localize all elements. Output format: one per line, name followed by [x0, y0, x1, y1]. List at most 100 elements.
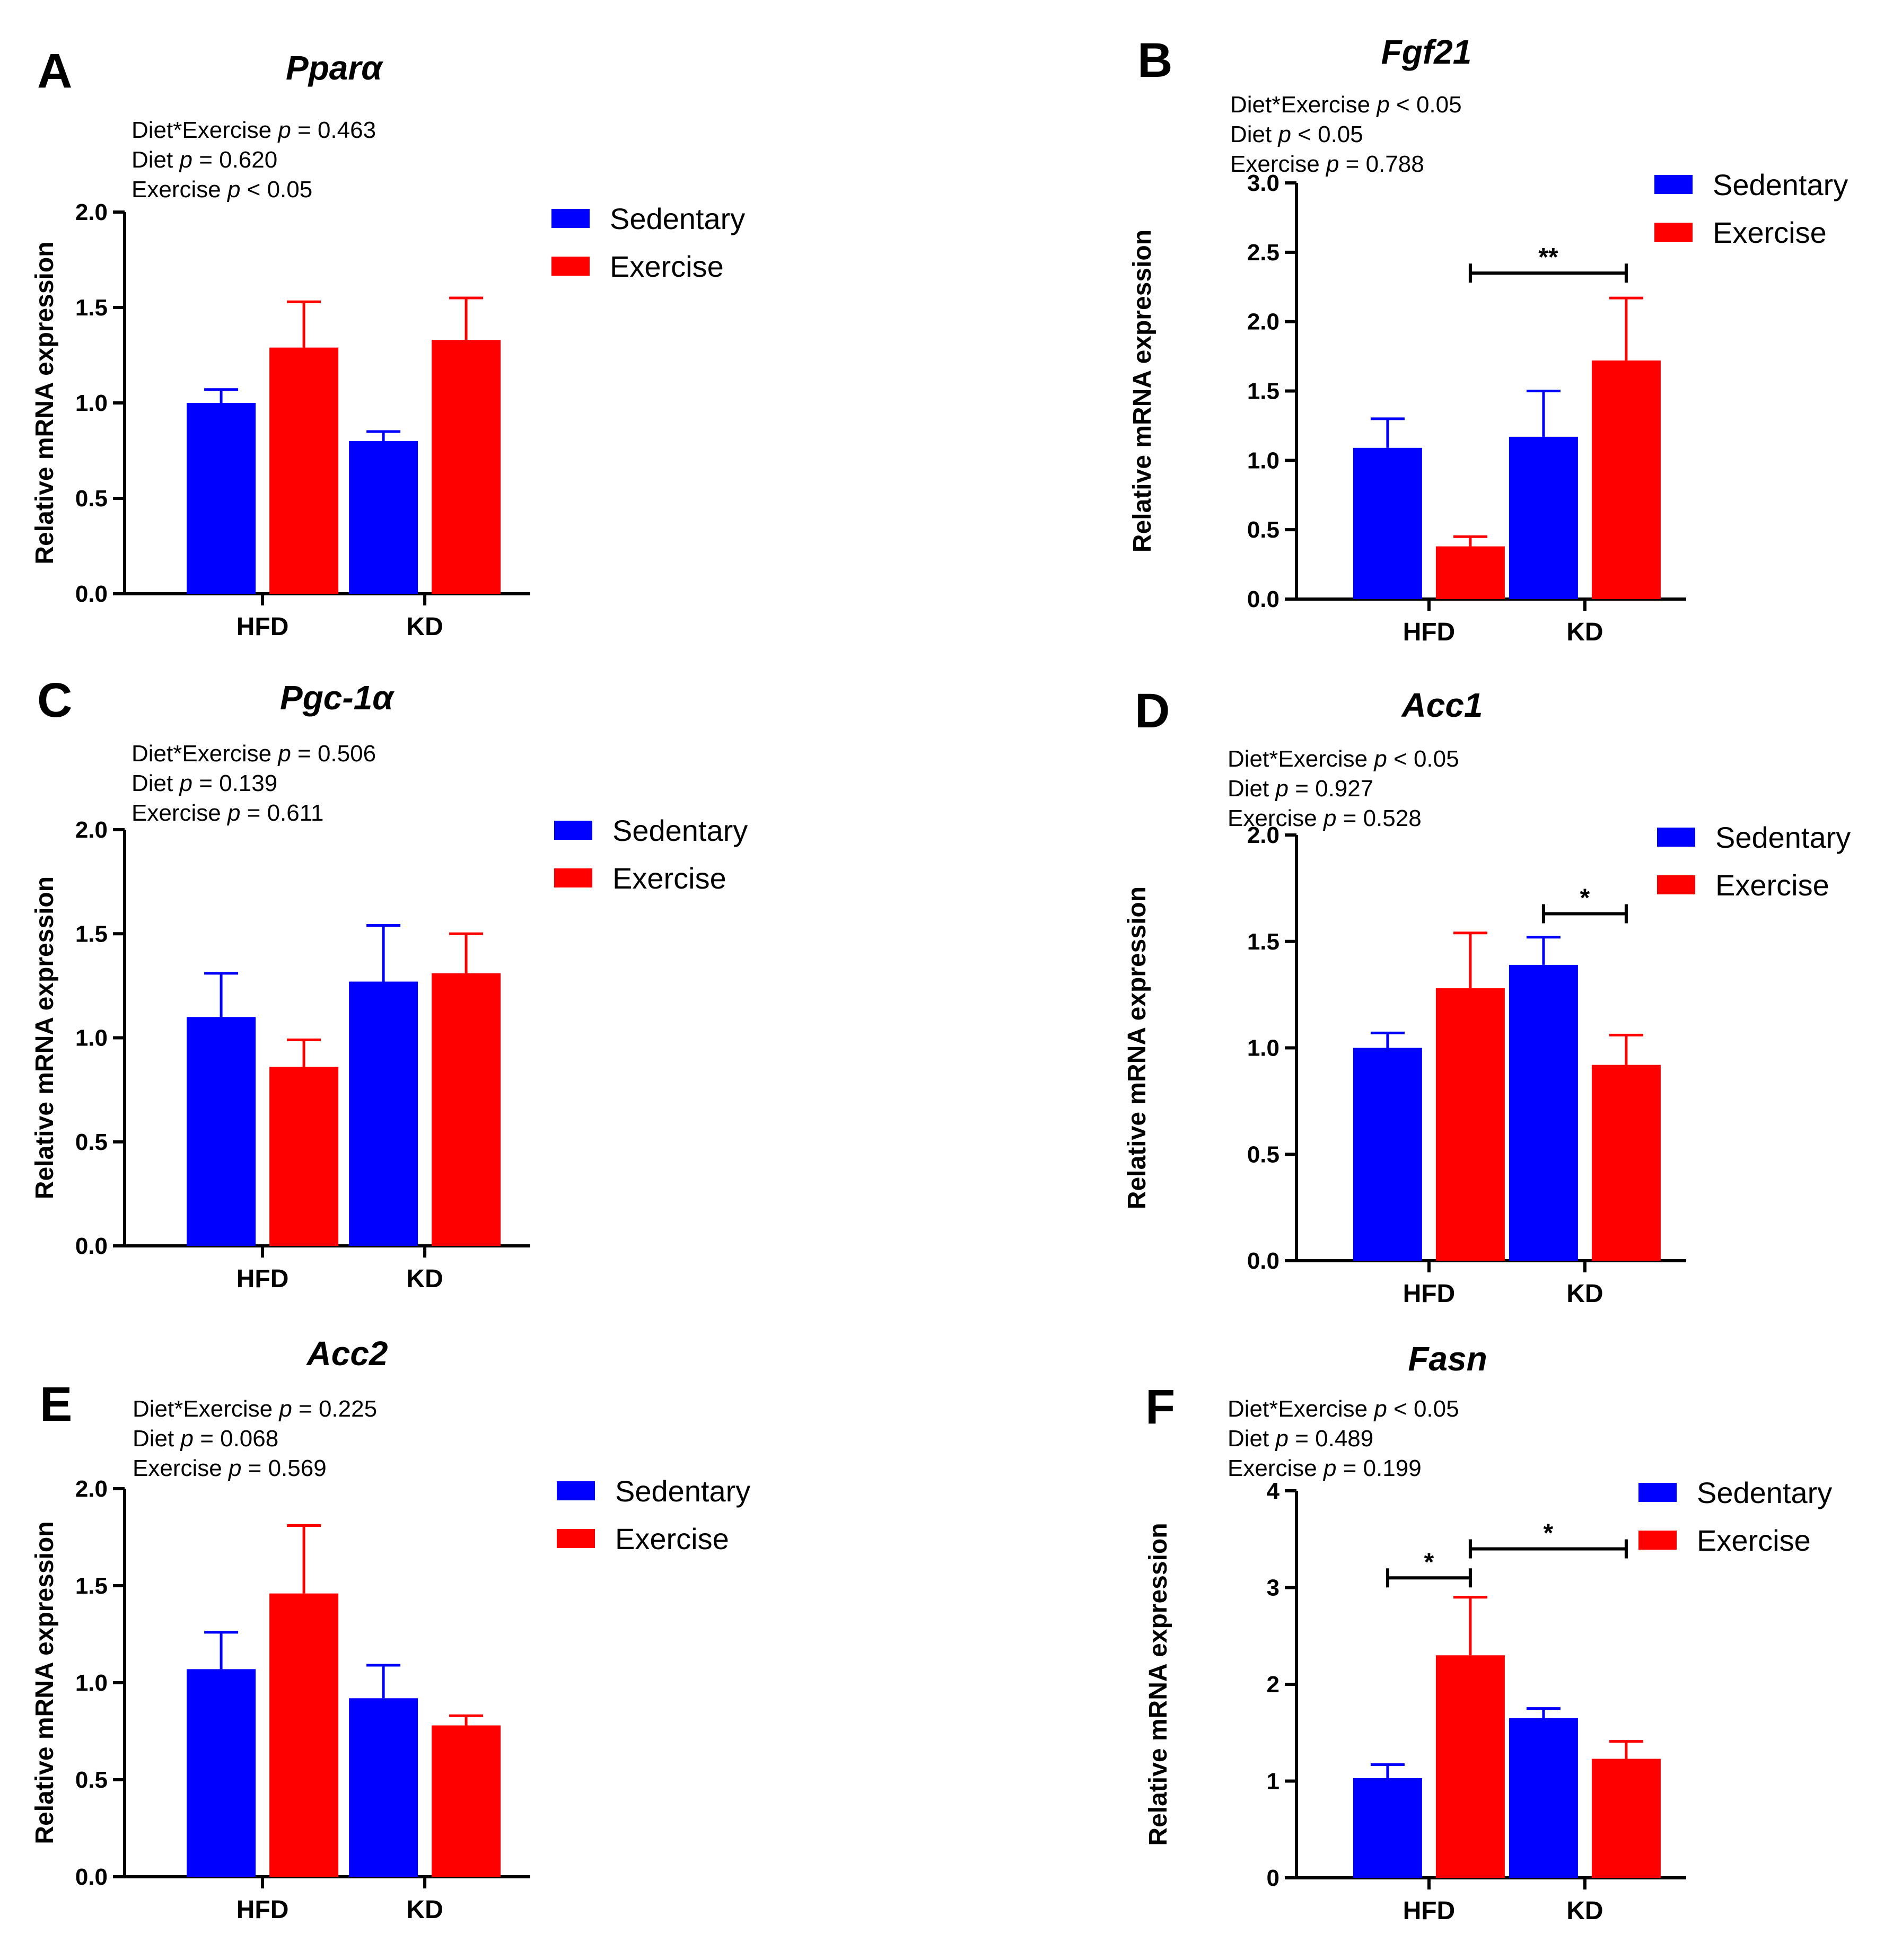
panel-a-y-tick-label: 2.0 [75, 199, 108, 225]
panel-c-title: Pgc-1α [280, 679, 395, 717]
panel-c: C Pgc-1α Diet*Exercise p = 0.506 Diet p = 0… [31, 673, 748, 1293]
panel-a-y-tick-label: 0.0 [75, 581, 108, 607]
panel-e-category-label: HFD [236, 1896, 289, 1924]
panel-c-bar-sedentary-kd [349, 981, 418, 1246]
panel-b-legend-swatch-exercise [1654, 223, 1693, 242]
panel-b-bar-exercise-kd [1591, 360, 1661, 599]
panel-c-y-tick-label: 0.5 [75, 1129, 108, 1155]
panel-a-y-tick-label: 0.5 [75, 486, 108, 512]
panel-c-legend-label: Exercise [612, 862, 726, 895]
panel-a-legend-swatch-exercise [551, 257, 590, 276]
panel-d-y-tick-label: 1.5 [1247, 929, 1279, 955]
panel-f-y-tick-label: 3 [1267, 1575, 1279, 1601]
panel-c-bar-exercise-kd [432, 973, 501, 1246]
panel-d-legend-swatch-exercise [1657, 875, 1695, 894]
panel-f-bar-sedentary-kd [1509, 1718, 1578, 1878]
panel-f: F Fasn Diet*Exercise p < 0.05 Diet p = 0.48… [1144, 1340, 1832, 1925]
panel-d-y-tick-label: 2.0 [1247, 822, 1279, 848]
panel-b-y-tick-label: 2.0 [1247, 309, 1279, 335]
panel-e-y-tick-label: 1.5 [75, 1573, 108, 1599]
panel-e-y-tick-label: 0.5 [75, 1767, 108, 1793]
panel-e-legend-swatch-exercise [557, 1529, 595, 1548]
panel-b-bar-sedentary-kd [1509, 436, 1578, 599]
panel-b-y-axis-label: Relative mRNA expression [1128, 230, 1156, 552]
panel-a-stats-line: Diet p = 0.620 [132, 147, 277, 173]
panel-b-legend-swatch-sedentary [1654, 175, 1693, 194]
panel-a-legend-label: Sedentary [610, 202, 745, 235]
panel-c-y-axis-label: Relative mRNA expression [31, 876, 59, 1199]
panel-d-bar-sedentary-kd [1509, 964, 1578, 1261]
panel-c-y-tick-label: 1.5 [75, 921, 108, 947]
panel-c-y-tick-label: 0.0 [75, 1233, 108, 1259]
panel-c-stats-line: Diet p = 0.139 [132, 770, 277, 796]
panel-e-bar-sedentary-hfd [187, 1669, 256, 1877]
panel-b-y-tick-label: 1.5 [1247, 379, 1279, 405]
panel-a-y-tick-label: 1.5 [75, 295, 108, 321]
panel-b-stats-line: Diet p < 0.05 [1230, 121, 1363, 147]
panel-f-y-tick-label: 2 [1267, 1672, 1279, 1698]
panel-f-legend-swatch-exercise [1638, 1531, 1677, 1550]
panel-f-legend-label: Exercise [1697, 1524, 1811, 1557]
panel-e-legend-swatch-sedentary [557, 1481, 595, 1500]
panel-c-legend-label: Sedentary [612, 814, 748, 847]
panel-b: B Fgf21 Diet*Exercise p < 0.05 Diet p < 0.0… [1128, 33, 1848, 646]
panel-a-category-label: KD [406, 613, 443, 641]
panel-e-legend-label: Exercise [615, 1522, 729, 1555]
panel-a-bar-sedentary-kd [349, 441, 418, 594]
panel-e-y-tick-label: 1.0 [75, 1670, 108, 1696]
panel-b-bar-sedentary-hfd [1353, 447, 1422, 599]
panel-c-bar-exercise-hfd [269, 1067, 339, 1246]
panel-c-legend-swatch-sedentary [554, 821, 592, 840]
panel-c-legend-swatch-exercise [554, 868, 592, 887]
panel-d-legend-label: Exercise [1715, 868, 1829, 902]
panel-a-stats-line: Exercise p < 0.05 [132, 177, 312, 203]
panel-a-stats-line: Diet*Exercise p = 0.463 [132, 117, 376, 143]
panel-c-category-label: HFD [236, 1265, 289, 1293]
panel-d-stats-line: Diet*Exercise p < 0.05 [1228, 746, 1459, 772]
panel-a-bar-sedentary-hfd [187, 403, 256, 594]
panel-f-significance-label: * [1544, 1519, 1554, 1548]
panel-d-title: Acc1 [1401, 686, 1483, 724]
panel-b-legend-label: Sedentary [1713, 168, 1848, 201]
panel-a-letter: A [37, 44, 72, 98]
panel-f-letter: F [1145, 1380, 1175, 1434]
panel-d-y-tick-label: 0.0 [1247, 1248, 1279, 1274]
panel-e-bar-exercise-kd [432, 1725, 501, 1877]
panel-a: A Pparα Diet*Exercise p = 0.463 Diet p = 0.… [31, 44, 745, 641]
panel-f-y-tick-label: 4 [1267, 1478, 1280, 1504]
panel-f-category-label: KD [1566, 1897, 1603, 1925]
panel-c-stats-line: Diet*Exercise p = 0.506 [132, 741, 376, 767]
panel-d-y-axis-label: Relative mRNA expression [1123, 886, 1151, 1209]
panel-f-category-label: HFD [1403, 1897, 1456, 1925]
panel-c-y-tick-label: 2.0 [75, 817, 108, 843]
panel-b-y-tick-label: 2.5 [1247, 240, 1279, 266]
panel-c-category-label: KD [406, 1265, 443, 1293]
panel-e: E Acc2 Diet*Exercise p = 0.225 Diet p = 0.0… [31, 1334, 750, 1924]
panel-d-y-tick-label: 0.5 [1247, 1141, 1279, 1167]
panel-a-y-tick-label: 1.0 [75, 390, 108, 416]
panel-d-bar-sedentary-hfd [1353, 1048, 1422, 1261]
panel-f-legend-label: Sedentary [1697, 1476, 1832, 1509]
panel-d-y-tick-label: 1.0 [1247, 1035, 1279, 1061]
panel-e-y-tick-label: 0.0 [75, 1864, 108, 1890]
panel-b-y-tick-label: 0.5 [1247, 517, 1279, 543]
panel-b-y-tick-label: 1.0 [1247, 447, 1279, 473]
panel-d-stats-line: Exercise p = 0.528 [1228, 805, 1422, 831]
panel-e-bar-exercise-hfd [269, 1593, 339, 1877]
panel-c-y-tick-label: 1.0 [75, 1025, 108, 1051]
panel-a-bar-exercise-hfd [269, 347, 339, 594]
panel-d-legend-swatch-sedentary [1657, 828, 1695, 847]
panel-b-y-tick-label: 3.0 [1247, 170, 1279, 196]
panel-a-category-label: HFD [236, 613, 289, 641]
panel-e-bar-sedentary-kd [349, 1698, 418, 1877]
panel-e-stats-line: Diet*Exercise p = 0.225 [133, 1396, 377, 1422]
panel-b-stats-line: Exercise p = 0.788 [1230, 151, 1424, 177]
panel-f-bar-exercise-hfd [1435, 1655, 1505, 1878]
panel-e-letter: E [40, 1377, 72, 1431]
panel-d-legend-label: Sedentary [1715, 821, 1851, 854]
panel-a-bar-exercise-kd [432, 340, 501, 594]
panel-d-bar-exercise-kd [1591, 1065, 1661, 1261]
panel-a-title: Pparα [286, 49, 383, 87]
panel-f-stats-line: Exercise p = 0.199 [1228, 1455, 1422, 1481]
